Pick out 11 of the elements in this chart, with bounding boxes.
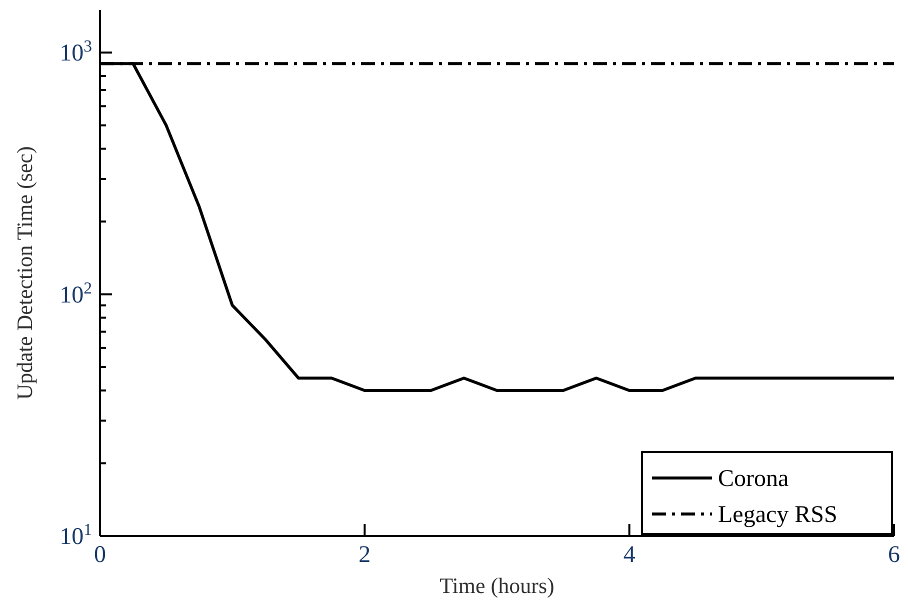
y-axis-title: Update Detection Time (sec)	[12, 146, 37, 400]
x-axis-title: Time (hours)	[440, 573, 554, 598]
y-tick-label: 10$^{2}$	[60, 278, 92, 308]
legend-label: Legacy RSS	[718, 502, 838, 528]
legend-label: Corona	[718, 466, 789, 492]
x-tick-label: 4	[623, 542, 636, 568]
x-tick-label: 2	[358, 542, 371, 568]
y-tick-label: 10$^{3}$	[60, 36, 92, 67]
y-tick-label: 10$^{1}$	[60, 520, 92, 550]
x-tick-label: 0	[94, 542, 106, 568]
x-tick-label: 6	[888, 542, 900, 568]
